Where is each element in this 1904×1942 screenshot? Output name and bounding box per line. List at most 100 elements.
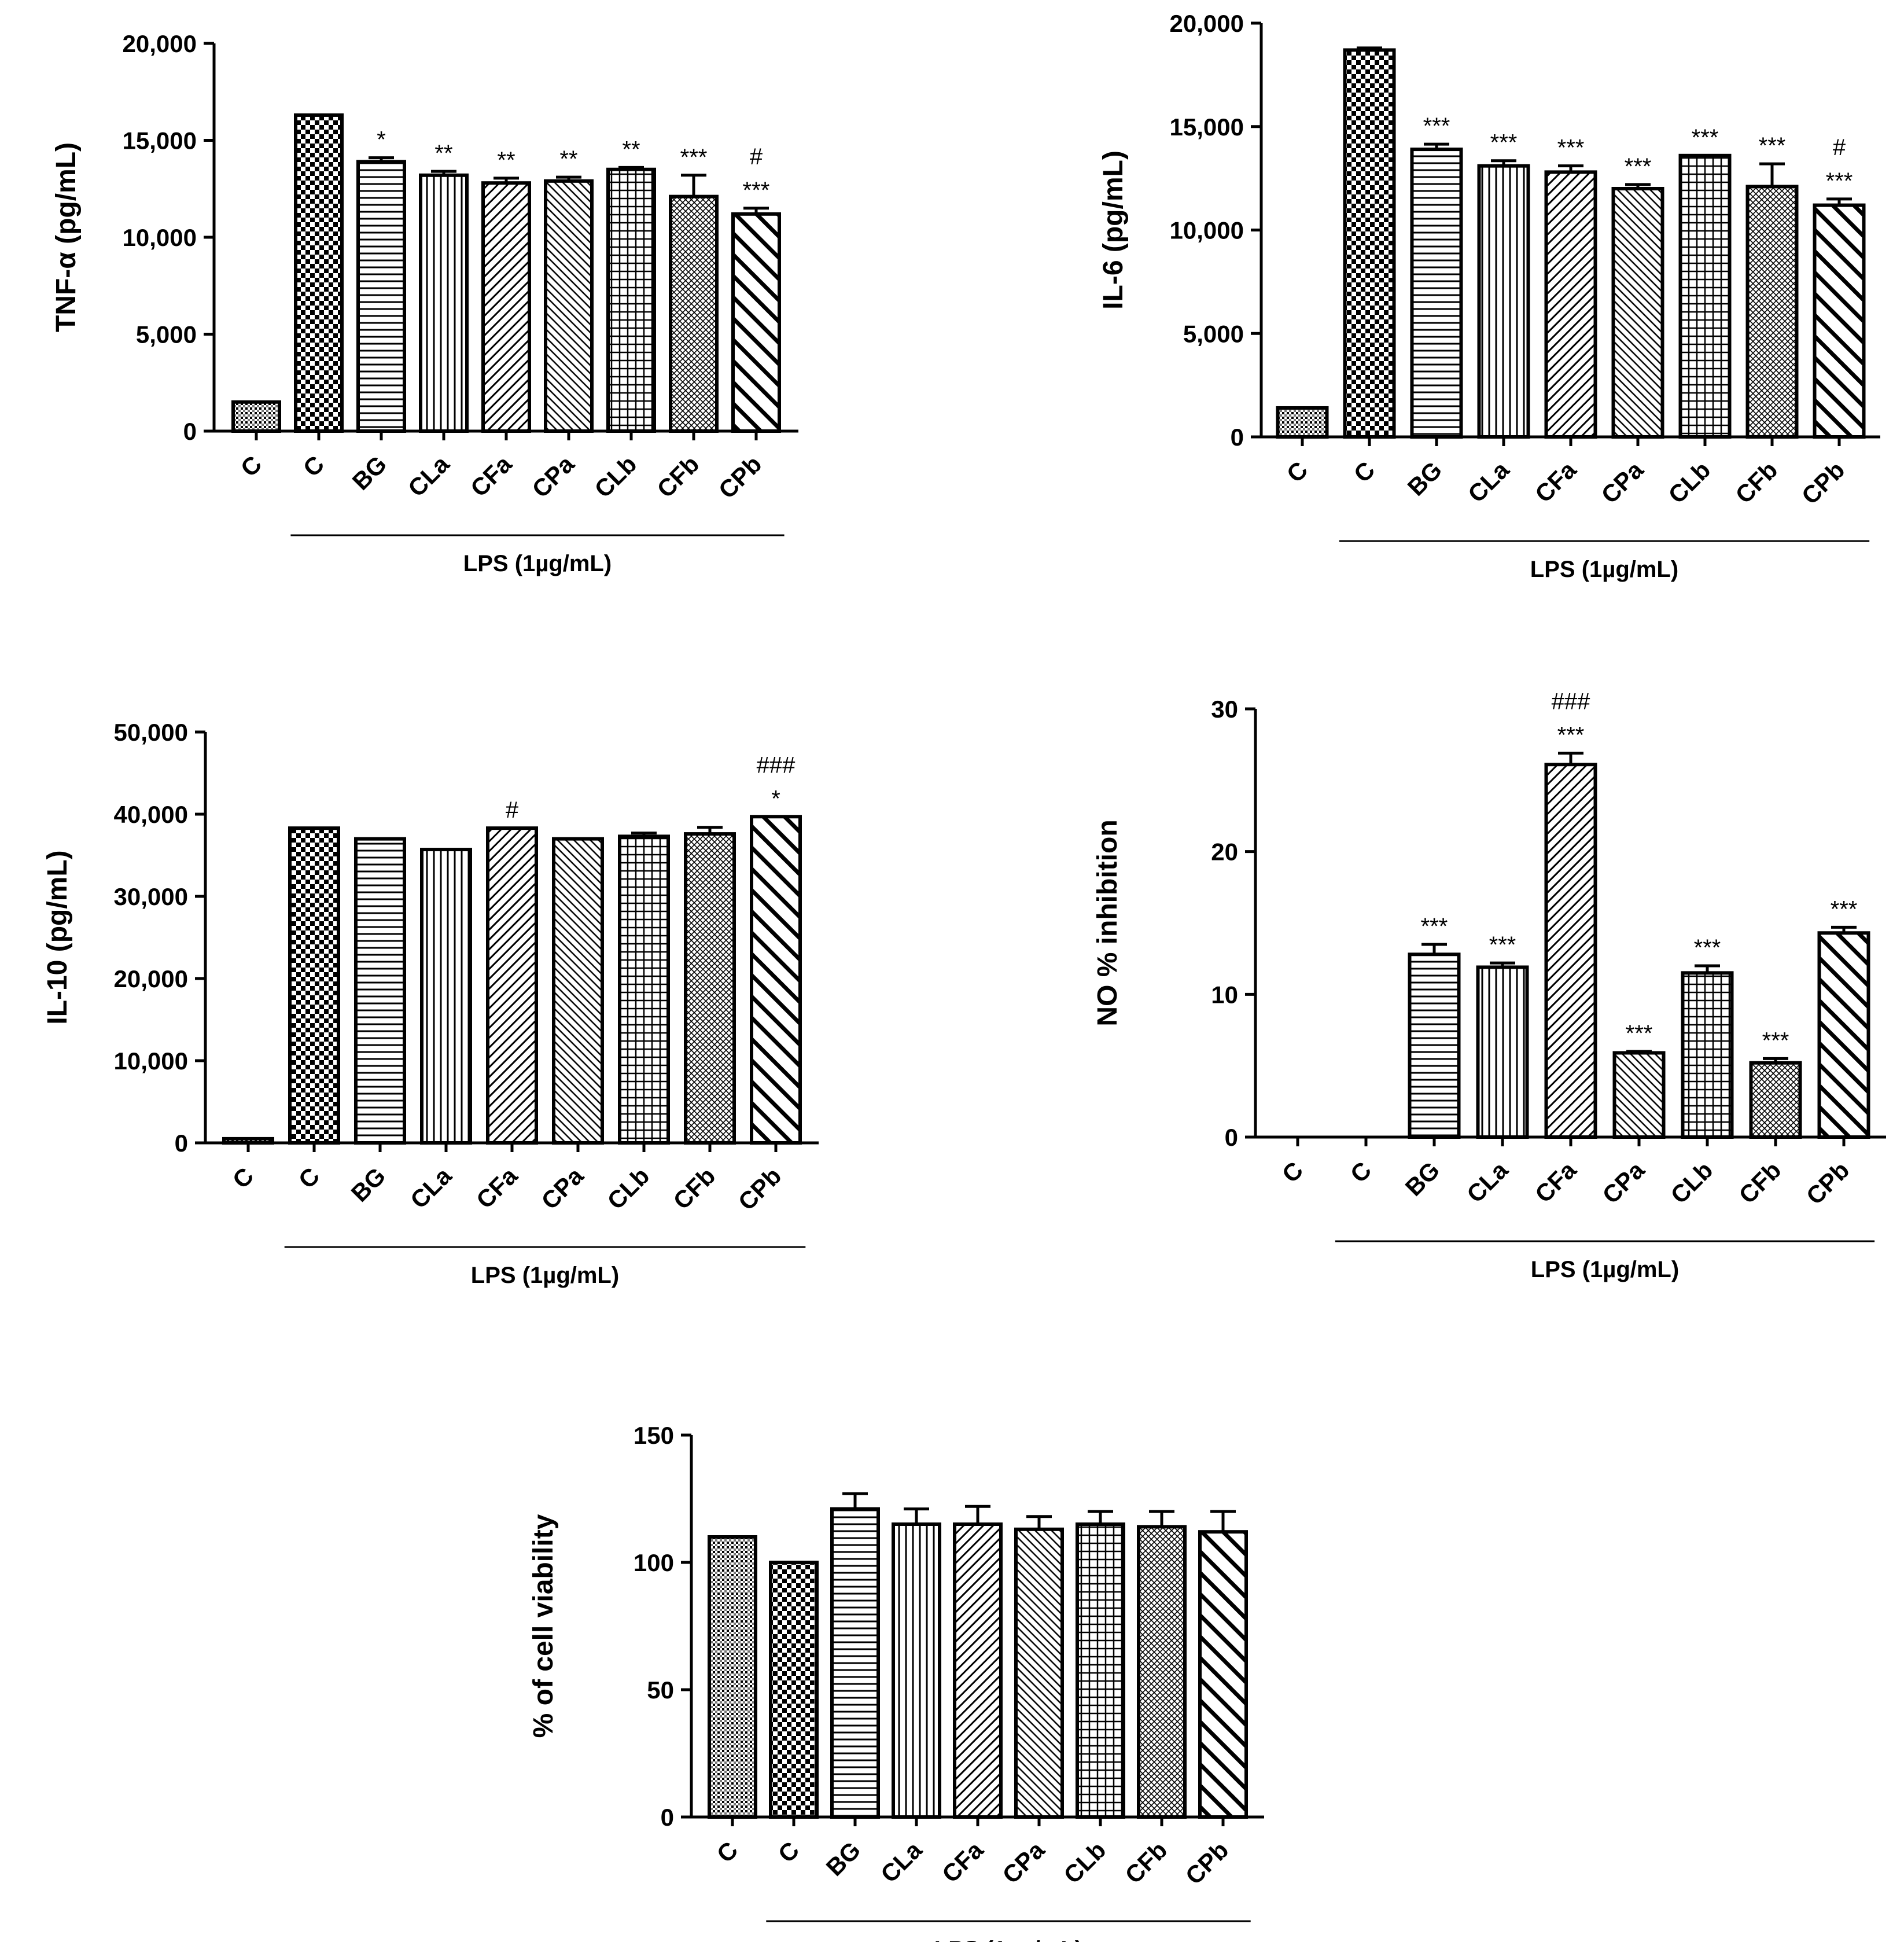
x-tick-label: C (1281, 456, 1313, 488)
significance-label: # (750, 144, 763, 170)
bar-c-1 (1343, 48, 1396, 439)
y-tick-label: 5,000 (136, 321, 197, 348)
bar-cfb-7 (1749, 1061, 1802, 1139)
y-axis-title: NO % inhibition (1092, 819, 1123, 1026)
bar-c-1 (288, 826, 340, 1145)
y-axis-title: IL-6 (pg/mL) (1098, 150, 1129, 310)
chart-tnf-alpha: 0 5,000 10,000 15,000 20,000 TNF-α (pg/mL) C C *… (51, 30, 798, 576)
chart-no-inhibition: 0 10 20 30 NO % inhibition C C *** BG *** CLa *** ##… (1092, 689, 1886, 1282)
significance-label: ** (622, 137, 640, 162)
bar-cpa-5 (1612, 1051, 1666, 1139)
significance-label: ### (757, 752, 796, 778)
x-tick-label: C (1349, 456, 1380, 488)
bar-cfa-4 (1544, 170, 1597, 439)
x-tick-label: CFb (1119, 1836, 1172, 1889)
x-tick-label: BG (347, 450, 392, 495)
x-tick-label: CFb (668, 1162, 720, 1215)
y-tick-label: 30,000 (114, 883, 188, 910)
x-tick-label: CPb (733, 1162, 787, 1216)
significance-label: *** (1692, 125, 1719, 150)
y-tick-label: 50,000 (114, 719, 188, 746)
x-tick-label: CLb (1663, 456, 1715, 509)
group-label: LPS (1µg/mL) (1530, 557, 1678, 582)
x-tick-label: CPb (713, 450, 767, 504)
x-tick-label: CFa (465, 450, 517, 502)
bar-cpa-5 (1014, 1527, 1064, 1819)
bar-cla-3 (892, 1522, 941, 1819)
chart-il-6: 0 5,000 10,000 15,000 20,000 IL-6 (pg/mL) C C **… (1098, 10, 1880, 582)
x-tick-label: CLa (1461, 1156, 1513, 1208)
bar-c-0 (231, 400, 281, 433)
y-tick-label: 0 (661, 1804, 674, 1831)
bar-cfb-7 (684, 832, 736, 1145)
x-tick-label: C (1345, 1156, 1377, 1188)
x-tick-label: CFa (937, 1836, 989, 1888)
bar-bg-2 (1408, 952, 1461, 1139)
bar-cpa-5 (1611, 187, 1664, 439)
x-tick-label: C (227, 1162, 259, 1194)
x-tick-label: C (773, 1836, 805, 1868)
y-tick-label: 20,000 (114, 965, 188, 992)
bar-clb-6 (1681, 971, 1734, 1139)
x-tick-label: C (1277, 1156, 1309, 1188)
y-tick-label: 50 (647, 1676, 674, 1704)
bar-cfa-4 (481, 181, 531, 433)
bar-cfa-4 (1544, 763, 1597, 1139)
y-tick-label: 5,000 (1183, 320, 1244, 347)
x-tick-label: CLb (1058, 1836, 1111, 1889)
bar-cla-3 (419, 173, 469, 433)
significance-label: ** (434, 141, 452, 166)
significance-label: *** (1626, 1021, 1653, 1046)
significance-label: *** (1423, 113, 1450, 139)
significance-label: *** (1557, 135, 1585, 161)
y-tick-label: 0 (1225, 1124, 1238, 1151)
bar-bg-2 (830, 1507, 880, 1819)
x-tick-label: CLa (405, 1162, 457, 1214)
y-tick-label: 10,000 (114, 1047, 188, 1075)
significance-label: *** (1490, 130, 1518, 156)
y-tick-label: 40,000 (114, 801, 188, 828)
x-tick-label: CFa (1530, 456, 1582, 508)
chart-il-10: 0 10,000 20,000 30,000 40,000 50,000 IL-10 (pg… (42, 719, 819, 1288)
group-label: LPS (1µg/mL) (1531, 1257, 1679, 1282)
bar-cpb-8 (1817, 931, 1870, 1139)
x-tick-label: CFb (1733, 1156, 1786, 1209)
significance-label: *** (1489, 932, 1516, 958)
x-tick-label: CPb (1801, 1156, 1855, 1210)
bar-cpa-5 (544, 179, 594, 433)
bar-cfb-7 (669, 194, 719, 433)
y-tick-label: 15,000 (123, 127, 197, 155)
y-tick-label: 30 (1211, 696, 1238, 723)
group-label: LPS (1µg/mL) (934, 1937, 1082, 1942)
x-tick-label: CLb (589, 450, 642, 503)
bar-cfb-7 (1137, 1525, 1187, 1819)
x-tick-label: CFa (471, 1162, 523, 1214)
bar-c-0 (1276, 406, 1329, 439)
bar-cpa-5 (552, 837, 604, 1145)
bar-clb-6 (1076, 1522, 1125, 1819)
x-tick-label: BG (1400, 1156, 1445, 1201)
x-tick-label: CPb (1796, 456, 1850, 510)
y-axis-title: % of cell viability (528, 1514, 559, 1738)
bar-clb-6 (1678, 153, 1732, 439)
bar-bg-2 (1410, 148, 1463, 439)
significance-label: *** (1759, 133, 1786, 159)
bar-bg-2 (354, 837, 406, 1145)
x-tick-label: CPa (536, 1162, 588, 1215)
y-tick-label: 10,000 (123, 224, 197, 251)
y-tick-label: 15,000 (1170, 113, 1244, 141)
bar-cpb-8 (1813, 203, 1866, 439)
x-tick-label: C (298, 450, 330, 482)
bar-cla-3 (420, 848, 472, 1145)
significance-label: ### (1552, 689, 1590, 714)
significance-label: *** (1625, 154, 1652, 179)
significance-label: * (771, 786, 780, 811)
x-tick-label: CFb (651, 450, 704, 503)
x-tick-label: BG (346, 1162, 391, 1207)
y-tick-label: 10,000 (1170, 217, 1244, 244)
y-axis-title: TNF-α (pg/mL) (51, 142, 82, 332)
x-tick-label: CPa (997, 1836, 1049, 1889)
significance-label: ** (497, 148, 515, 173)
